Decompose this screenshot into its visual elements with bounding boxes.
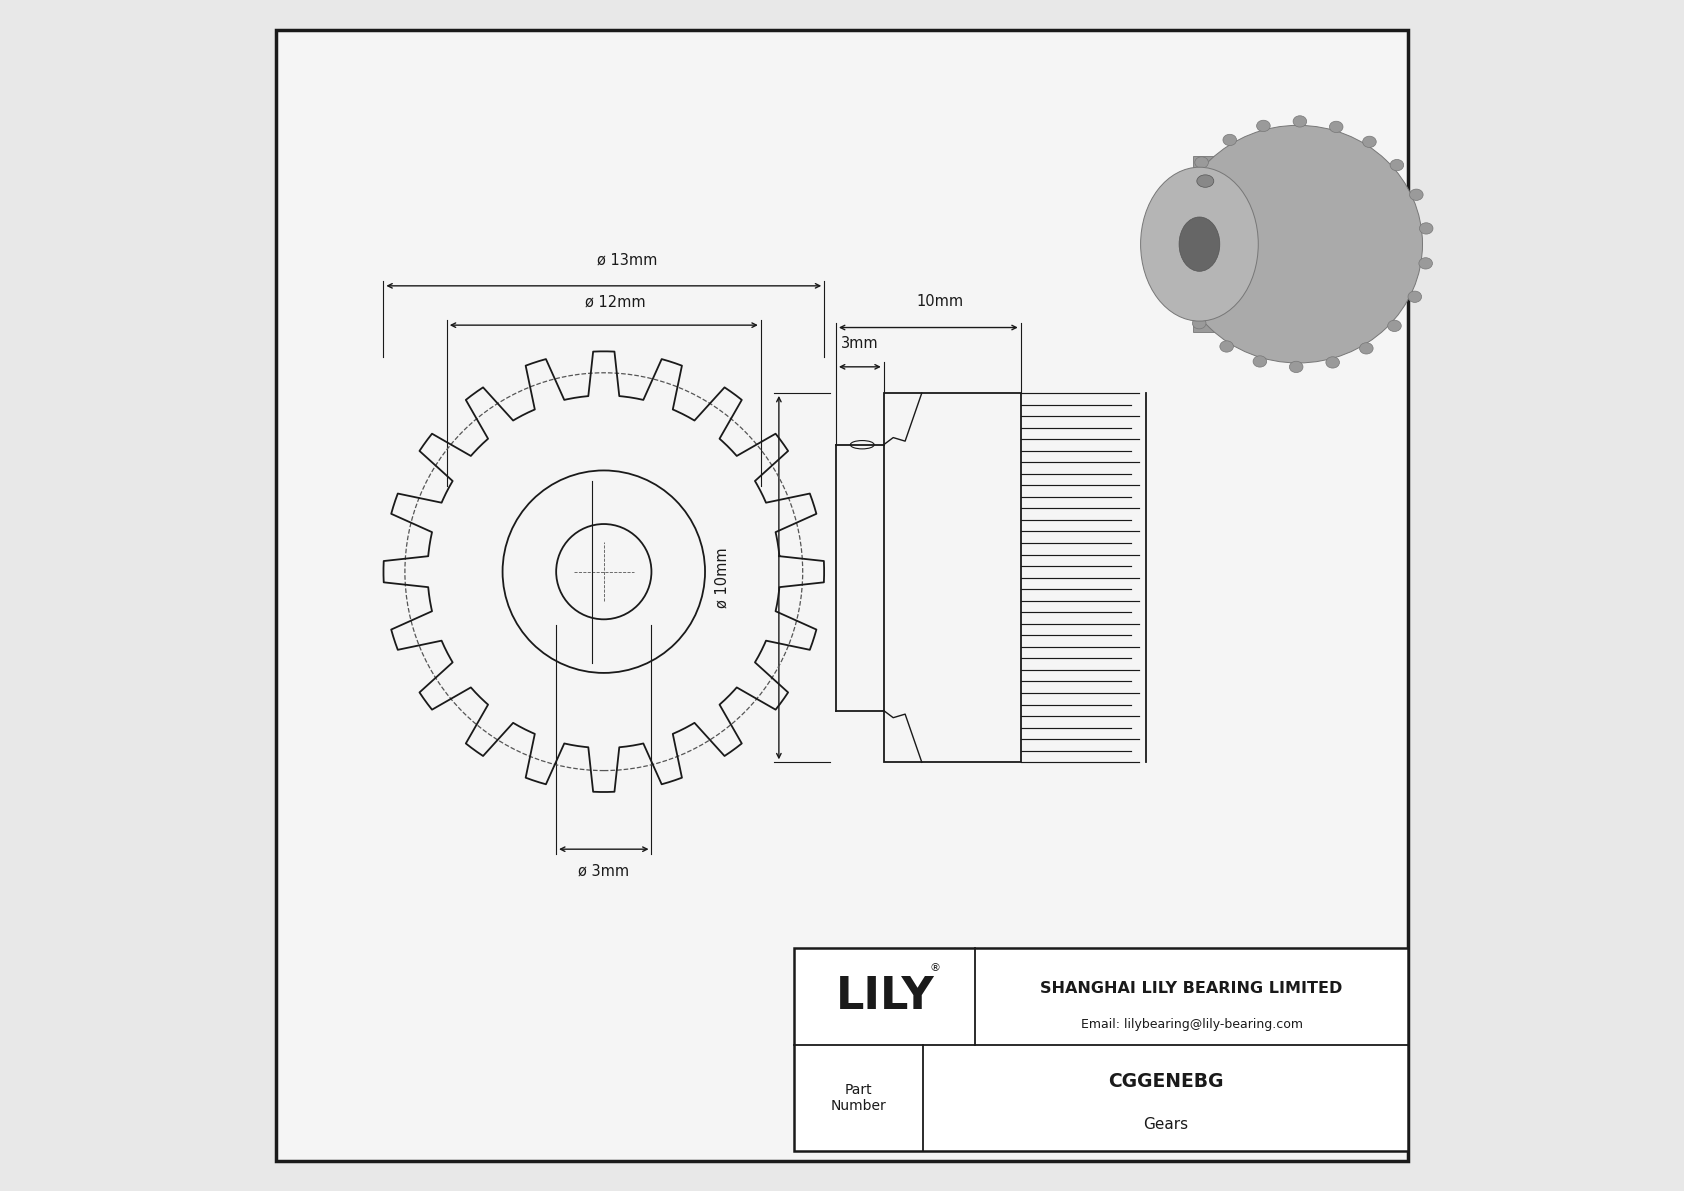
Ellipse shape bbox=[1164, 254, 1177, 266]
Ellipse shape bbox=[1174, 288, 1187, 299]
Ellipse shape bbox=[1389, 160, 1404, 170]
Ellipse shape bbox=[1408, 291, 1421, 303]
Ellipse shape bbox=[1197, 175, 1214, 187]
Ellipse shape bbox=[1410, 189, 1423, 200]
Ellipse shape bbox=[1174, 186, 1189, 198]
Ellipse shape bbox=[1179, 217, 1219, 272]
Text: Part
Number: Part Number bbox=[830, 1083, 887, 1112]
Ellipse shape bbox=[1359, 343, 1372, 354]
Ellipse shape bbox=[1192, 318, 1206, 329]
Ellipse shape bbox=[1174, 125, 1423, 363]
Ellipse shape bbox=[1325, 357, 1339, 368]
Text: ø 3mm: ø 3mm bbox=[578, 863, 630, 879]
Text: ø 13mm: ø 13mm bbox=[598, 252, 658, 268]
Bar bbox=[795, 948, 1408, 1151]
Ellipse shape bbox=[1253, 356, 1266, 367]
Text: 3mm: 3mm bbox=[840, 336, 879, 351]
Text: ®: ® bbox=[930, 964, 941, 973]
Ellipse shape bbox=[1256, 120, 1270, 131]
Text: CGGENEBG: CGGENEBG bbox=[1108, 1072, 1223, 1091]
Bar bbox=[1194, 156, 1312, 332]
Text: LILY: LILY bbox=[835, 975, 935, 1018]
Text: ø 12mm: ø 12mm bbox=[586, 294, 647, 310]
Ellipse shape bbox=[1293, 116, 1307, 127]
Ellipse shape bbox=[1420, 257, 1433, 269]
FancyBboxPatch shape bbox=[276, 30, 1408, 1161]
Ellipse shape bbox=[1219, 341, 1233, 353]
Text: ø 10mm: ø 10mm bbox=[714, 548, 729, 607]
Ellipse shape bbox=[1388, 320, 1401, 331]
Bar bbox=[884, 393, 1021, 762]
Ellipse shape bbox=[1196, 157, 1209, 168]
Ellipse shape bbox=[1140, 167, 1258, 322]
Ellipse shape bbox=[1420, 223, 1433, 235]
Ellipse shape bbox=[1164, 219, 1177, 231]
Text: 10mm: 10mm bbox=[916, 294, 963, 310]
Ellipse shape bbox=[1290, 361, 1303, 373]
Ellipse shape bbox=[1362, 136, 1376, 148]
Ellipse shape bbox=[1329, 121, 1344, 132]
Text: Gears: Gears bbox=[1143, 1117, 1187, 1131]
Text: Email: lilybearing@lily-bearing.com: Email: lilybearing@lily-bearing.com bbox=[1081, 1018, 1302, 1031]
Text: SHANGHAI LILY BEARING LIMITED: SHANGHAI LILY BEARING LIMITED bbox=[1041, 981, 1342, 996]
Ellipse shape bbox=[1223, 135, 1236, 145]
